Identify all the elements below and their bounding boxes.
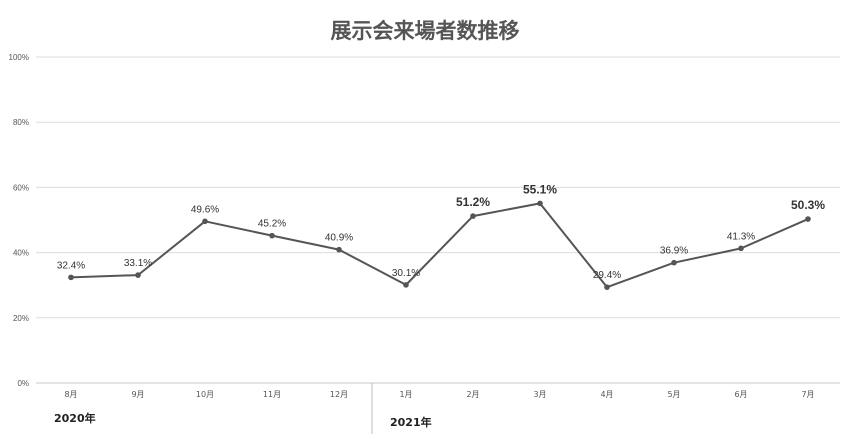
y-tick-label: 100%: [9, 53, 29, 62]
x-tick-label: 3月: [533, 390, 546, 399]
data-label: 29.4%: [593, 270, 621, 281]
data-labels: 32.4% 33.1% 49.6% 45.2% 40.9% 30.1% 51.2% 55.1%…: [57, 182, 826, 281]
data-point: [68, 274, 74, 281]
data-point: [738, 245, 744, 252]
year-groups: 2020年 2021年: [54, 383, 432, 434]
year-label: 2021年: [390, 415, 432, 429]
data-label: 40.9%: [325, 233, 353, 244]
y-tick-label: 40%: [13, 249, 29, 258]
data-label: 51.2%: [456, 195, 490, 209]
series-line: [70, 202, 809, 289]
data-point: [604, 284, 610, 290]
data-label: 49.6%: [191, 204, 219, 215]
data-label: 36.9%: [660, 246, 688, 257]
x-tick-label: 12月: [330, 390, 348, 399]
y-tick-label: 60%: [13, 183, 29, 192]
data-label: 41.3%: [727, 231, 755, 242]
y-tick-label: 0%: [17, 379, 29, 388]
data-point: [470, 213, 476, 219]
data-point: [135, 272, 141, 278]
data-point: [537, 200, 543, 207]
y-axis: 0% 20% 40% 60% 80% 100%: [9, 53, 29, 388]
chart-title: 展示会来場者数推移: [331, 19, 520, 43]
x-axis: 8月 9月 10月 11月 12月 1月 2月 3月 4月 5月 6月 7月: [64, 390, 814, 399]
x-tick-label: 10月: [196, 390, 214, 399]
data-label: 55.1%: [523, 182, 557, 196]
data-point: [671, 259, 677, 266]
y-tick-label: 80%: [13, 118, 29, 127]
x-tick-label: 9月: [131, 390, 144, 399]
data-point: [269, 232, 275, 239]
x-tick-label: 2月: [466, 390, 479, 399]
x-tick-label: 8月: [64, 390, 77, 399]
data-label: 30.1%: [392, 268, 420, 279]
data-point: [805, 216, 811, 222]
data-label: 50.3%: [791, 198, 825, 212]
data-point: [336, 246, 342, 253]
data-label: 32.4%: [57, 260, 85, 271]
data-label: 33.1%: [124, 258, 152, 269]
grid: [36, 56, 840, 384]
y-tick-label: 20%: [13, 314, 29, 323]
x-tick-label: 1月: [399, 390, 412, 399]
x-tick-label: 11月: [263, 390, 281, 399]
x-tick-label: 7月: [801, 390, 814, 399]
data-label: 45.2%: [258, 219, 286, 230]
data-point: [403, 282, 409, 288]
x-tick-label: 6月: [734, 390, 747, 399]
x-tick-label: 4月: [600, 390, 613, 399]
year-label: 2020年: [54, 411, 96, 425]
data-point: [202, 218, 208, 225]
x-tick-label: 5月: [667, 390, 680, 399]
series: [68, 200, 811, 290]
